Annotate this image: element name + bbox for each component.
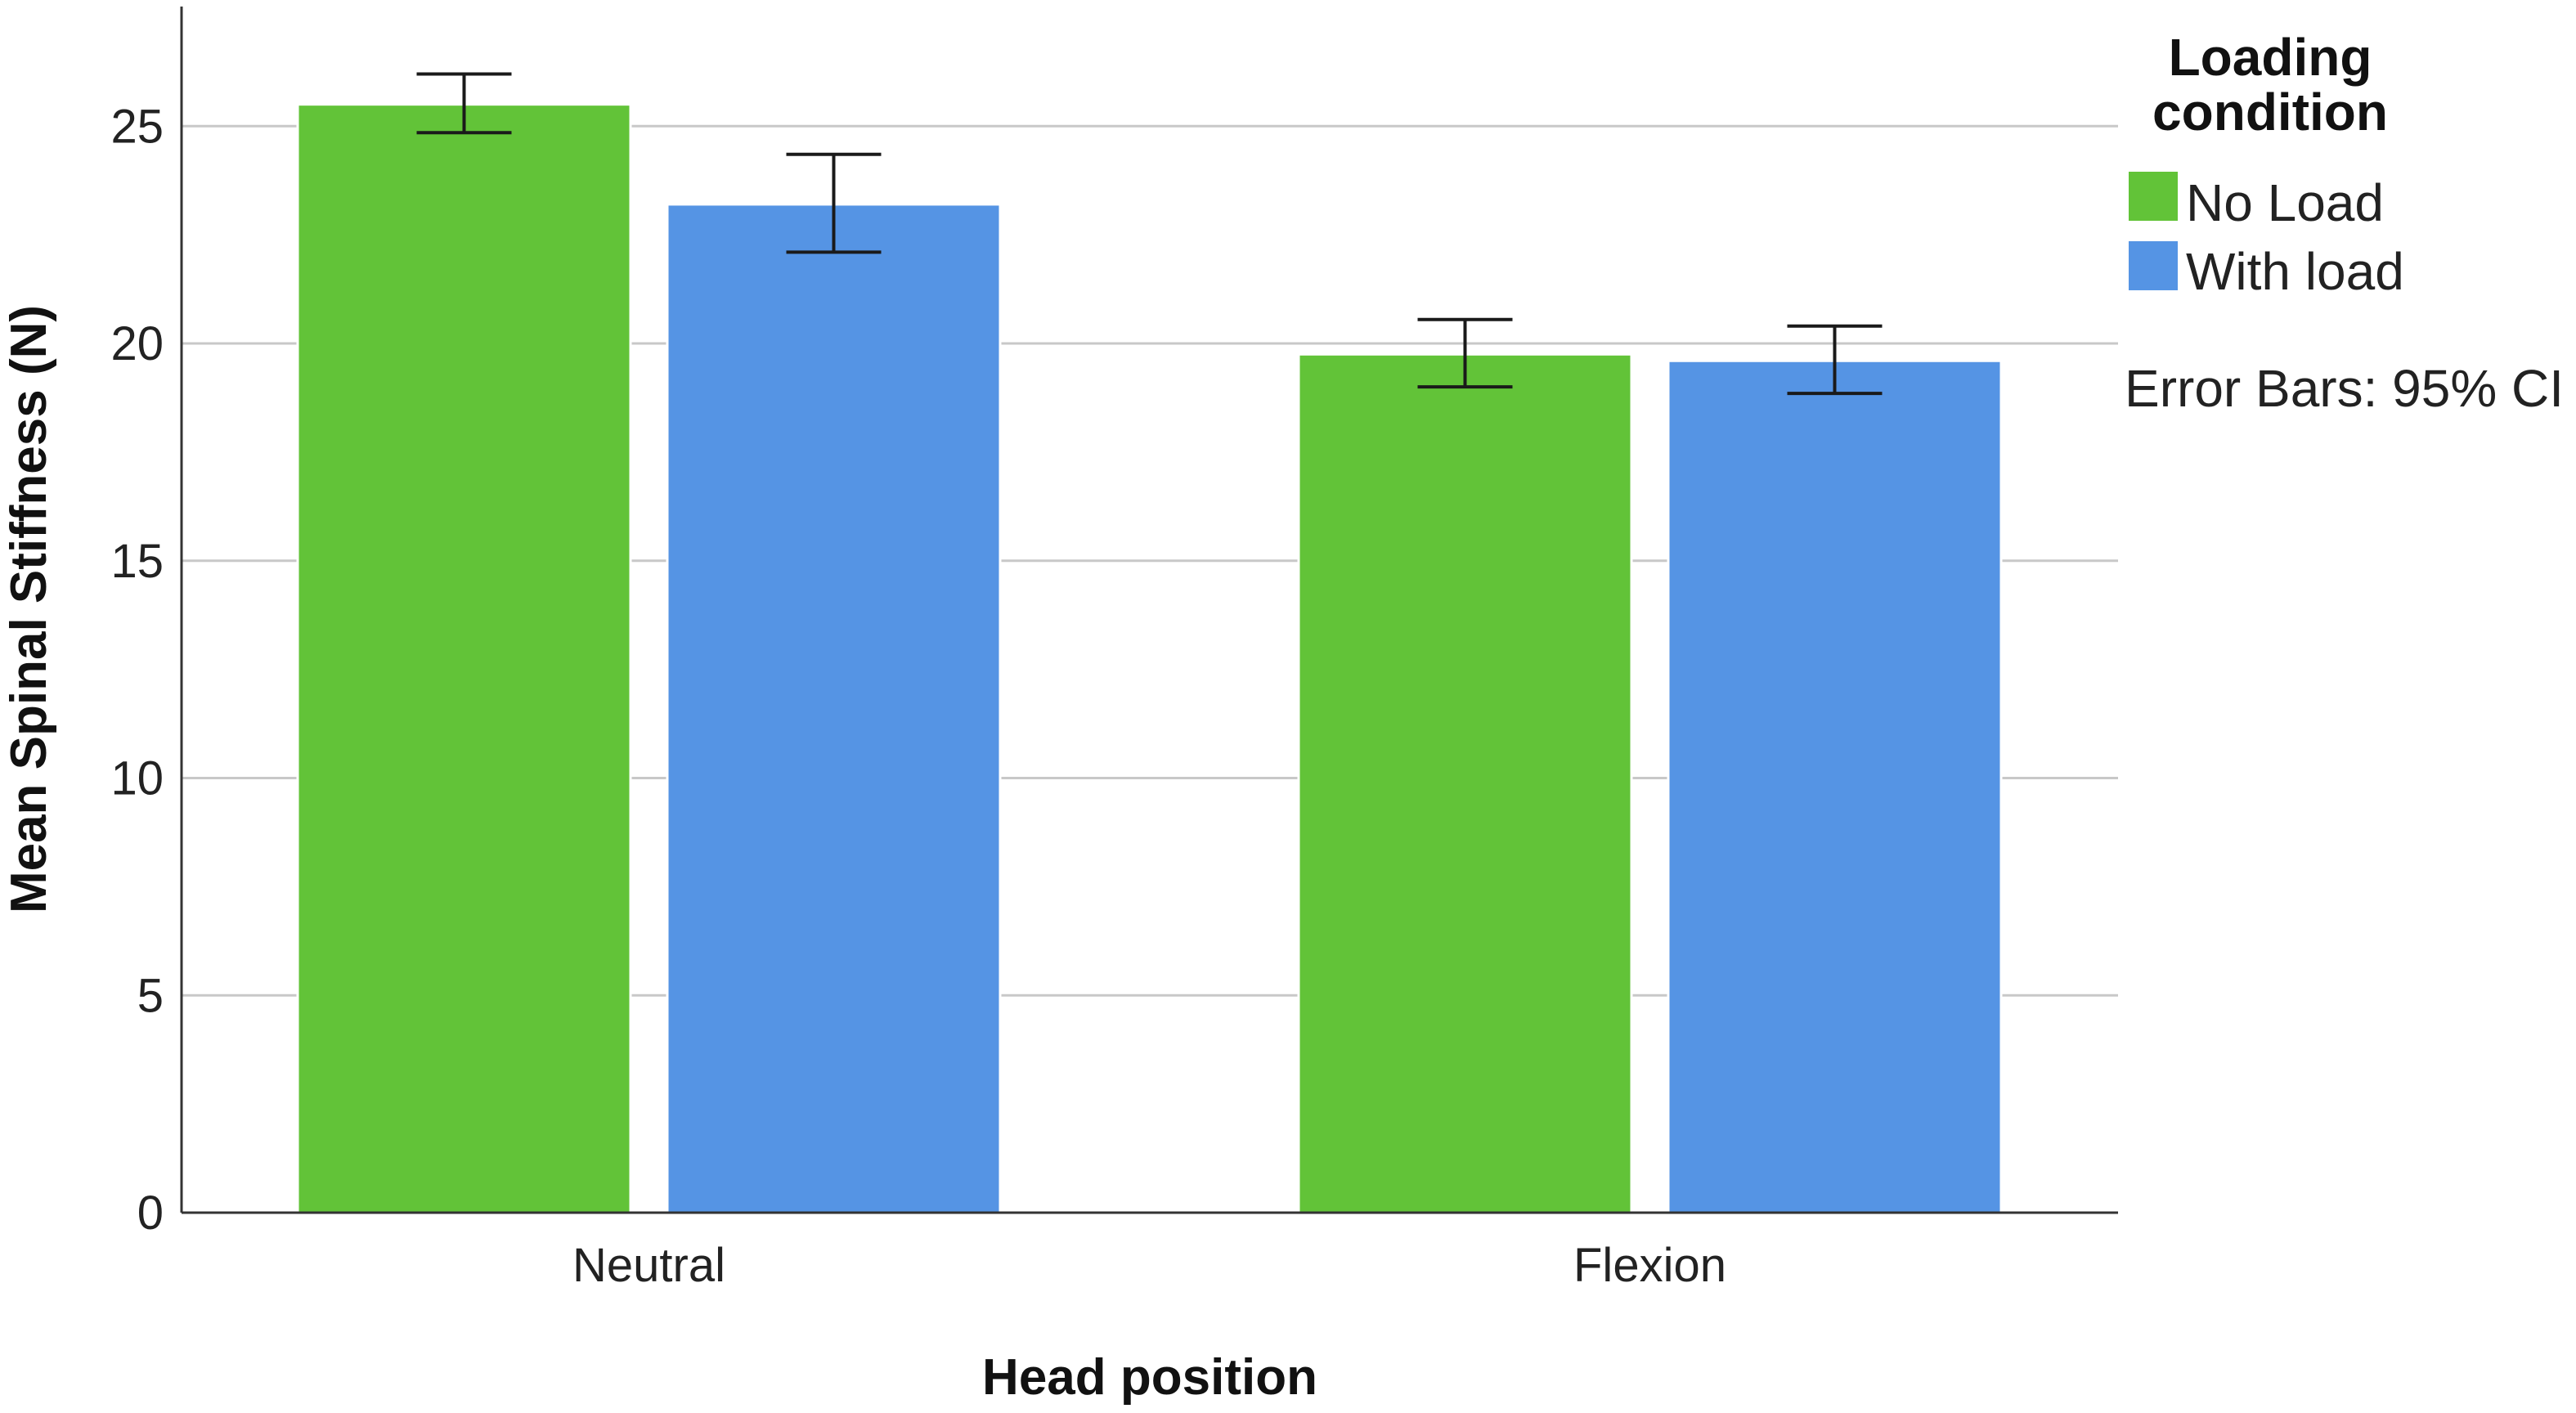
y-tick-label: 20	[110, 317, 164, 370]
legend-title-line-2: condition	[2152, 83, 2388, 141]
bars	[296, 103, 2003, 1214]
error-bar	[1417, 317, 1513, 389]
legend-label-with-load: With load	[2186, 242, 2404, 301]
error-bar	[1787, 324, 1883, 396]
legend-label-no-load: No Load	[2186, 173, 2384, 232]
legend-swatch-with-load	[2129, 241, 2178, 290]
x-tick-label: Flexion	[1573, 1239, 1726, 1292]
y-axis-title: Mean Spinal Stiffness (N)	[1, 305, 57, 913]
y-tick-label: 5	[137, 969, 164, 1022]
error-bar	[416, 72, 512, 135]
bar-flexion-no-load	[1297, 352, 1633, 1214]
bar-neutral-no-load	[296, 103, 632, 1214]
y-tick-label: 0	[137, 1186, 164, 1240]
y-tick-label: 15	[110, 535, 164, 588]
legend: Loading condition No Load With load	[2129, 28, 2404, 301]
y-tick-label: 25	[110, 100, 164, 153]
bar-flexion-with-load	[1667, 359, 2003, 1214]
error-bars-note: Error Bars: 95% CI	[2125, 359, 2564, 418]
y-tick-labels: 0 5 10 15 20 25	[110, 100, 164, 1240]
x-tick-labels: Neutral Flexion	[572, 1239, 1726, 1292]
error-bar	[786, 152, 882, 254]
error-bars	[416, 72, 1883, 396]
x-tick-label: Neutral	[572, 1239, 725, 1292]
legend-swatch-no-load	[2129, 172, 2178, 221]
legend-title-line-1: Loading	[2169, 28, 2372, 87]
bar-neutral-with-load	[666, 203, 1002, 1214]
x-axis-title: Head position	[982, 1349, 1317, 1406]
y-tick-label: 10	[110, 752, 164, 805]
